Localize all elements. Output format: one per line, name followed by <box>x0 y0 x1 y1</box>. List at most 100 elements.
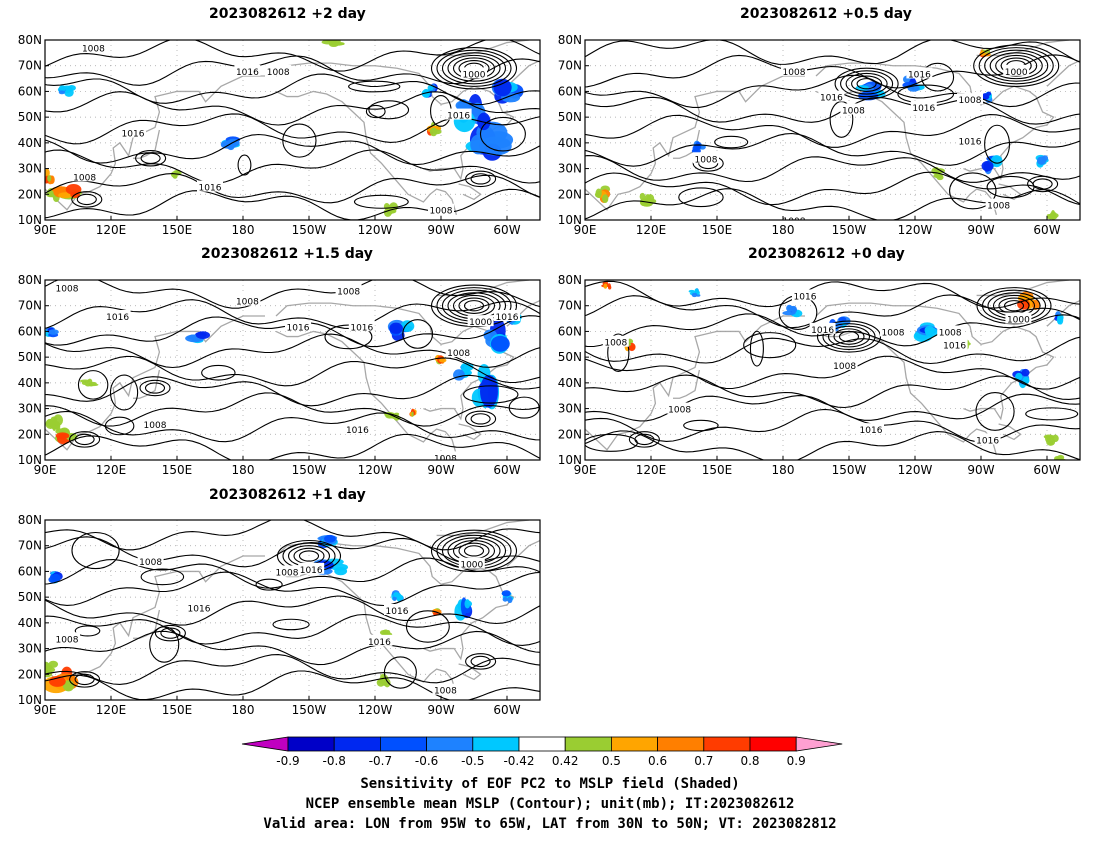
colorbar-label: -0.8 <box>322 754 345 768</box>
contour-label: 1008 <box>604 339 627 349</box>
positive-sensitivity-patch <box>332 41 340 46</box>
closed-isobar <box>77 370 109 400</box>
contour-label-bg <box>186 601 212 613</box>
negative-sensitivity-patch <box>692 145 700 152</box>
negative-sensitivity-patch <box>392 596 397 601</box>
colorbar-label: 0.7 <box>694 754 713 768</box>
negative-sensitivity-patch <box>48 329 59 335</box>
pressure-center-ring <box>465 170 497 188</box>
pressure-center-ring <box>69 671 101 688</box>
contour-label: 1016 <box>496 313 519 323</box>
contour-label-bg <box>104 310 131 321</box>
negative-sensitivity-patch <box>1036 156 1047 165</box>
positive-sensitivity-patch <box>85 383 91 387</box>
x-tick-label: 90E <box>574 223 597 237</box>
panel-title-1: 2023082612 +2 day <box>209 6 366 22</box>
isobar <box>45 73 540 106</box>
x-tick-label: 120E <box>636 463 667 477</box>
contour-label: 1016 <box>976 436 999 446</box>
y-tick-label: 40N <box>558 376 582 390</box>
colorbar-swatch <box>379 736 427 752</box>
isobar <box>45 630 540 666</box>
contour-label: 1008 <box>833 362 856 372</box>
closed-isobar <box>324 324 373 350</box>
closed-isobar <box>365 104 386 119</box>
contour-label: 1016 <box>199 184 222 194</box>
negative-sensitivity-patch <box>694 288 699 294</box>
closed-isobar <box>201 364 236 381</box>
closed-isobar <box>109 374 139 411</box>
y-tick-label: 10N <box>18 693 42 707</box>
negative-sensitivity-patch <box>393 592 400 598</box>
mslp-contours <box>45 280 540 460</box>
isobar <box>585 132 1080 167</box>
colorbar-swatch <box>426 736 474 752</box>
contour-label-bg <box>298 562 325 574</box>
contour-label: 1000 <box>463 70 486 80</box>
mslp-contours <box>585 40 1080 220</box>
positive-sensitivity-patch <box>79 379 91 383</box>
x-tick-label: 150W <box>832 463 867 477</box>
closed-isobar <box>508 396 540 419</box>
positive-sensitivity-patch <box>1046 437 1056 446</box>
x-tick-label: 90E <box>574 463 597 477</box>
caption-line-1: Sensitivity of EOF PC2 to MSLP field (Sh… <box>360 776 740 792</box>
gridlines <box>45 520 540 700</box>
closed-isobar <box>743 332 797 359</box>
x-tick-label: 120E <box>636 223 667 237</box>
pressure-center-ring <box>838 330 860 343</box>
negative-sensitivity-patch <box>507 596 513 604</box>
contour-label: 1008 <box>337 287 360 297</box>
pressure-center-ring <box>822 323 876 351</box>
closed-isobar <box>405 610 450 643</box>
x-tick-label: 180 <box>772 463 795 477</box>
contour-label-bg <box>285 320 311 332</box>
isobar <box>45 654 540 685</box>
y-tick-label: 10N <box>18 453 42 467</box>
isobar <box>45 91 540 126</box>
coastline-4 <box>976 280 1070 297</box>
contour-label-bg <box>818 90 845 102</box>
y-tick-label: 10N <box>18 213 42 227</box>
y-tick-label: 10N <box>558 453 582 467</box>
isobar <box>45 133 540 166</box>
x-tick-label: 180 <box>772 223 795 237</box>
colorbar-swatch <box>657 736 705 752</box>
closed-isobar <box>237 154 252 176</box>
pressure-center-ring <box>436 49 512 87</box>
negative-sensitivity-patch <box>223 141 237 149</box>
y-tick-label: 70N <box>558 59 582 73</box>
map-panel-2: 1008 1016 1000 1016 1008 1016 1008 1016 1008 1008… <box>558 33 1081 237</box>
contour-label: 1008 <box>668 406 691 416</box>
contour-label-bg <box>974 433 1001 445</box>
mslp-contours <box>585 280 1080 460</box>
negative-sensitivity-patch <box>490 335 510 352</box>
x-tick-label: 90E <box>34 223 57 237</box>
isobar <box>585 280 1080 309</box>
positive-sensitivity-patch <box>47 175 52 182</box>
contour-label: 1008 <box>783 217 806 227</box>
x-tick-label: 150E <box>702 463 733 477</box>
closed-isobar <box>402 319 434 349</box>
colorbar-label: -0.42 <box>503 754 534 768</box>
y-tick-label: 40N <box>18 376 42 390</box>
pressure-center-ring <box>71 191 103 208</box>
map-panel-4: 1016 1016 1008 1000 1008 1016 1008 1008 1008 1016… <box>558 273 1081 477</box>
contour-label-bg <box>344 423 371 435</box>
isobar <box>45 149 540 184</box>
contour-label-bg <box>432 683 459 695</box>
negative-sensitivity-patch <box>501 590 511 597</box>
contour-label-bg <box>831 358 858 370</box>
contour-label: 1000 <box>1007 316 1030 326</box>
isobar <box>585 74 1080 108</box>
map-content: 1008 1016 1008 1000 1016 1016 1008 1016 1008 <box>45 40 540 220</box>
coastline-5 <box>1046 59 1080 87</box>
pressure-center-ring <box>827 325 871 348</box>
negative-sensitivity-patch <box>67 85 76 91</box>
negative-sensitivity-patch <box>786 304 793 312</box>
x-tick-label: 120W <box>358 703 393 717</box>
contour-label-bg <box>80 41 107 53</box>
x-tick-label: 180 <box>232 703 255 717</box>
pressure-center-ring <box>76 193 97 206</box>
